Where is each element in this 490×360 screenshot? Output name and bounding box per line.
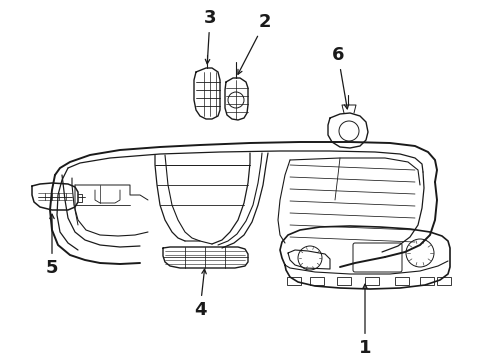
Bar (420, 277, 434, 285)
Bar (395, 277, 409, 285)
Text: 6: 6 (332, 46, 349, 109)
Bar (437, 277, 451, 285)
Text: 2: 2 (238, 13, 271, 74)
Bar (337, 277, 351, 285)
Bar (287, 277, 301, 285)
Bar (365, 277, 379, 285)
Text: 3: 3 (204, 9, 216, 64)
Text: 4: 4 (194, 269, 206, 319)
Text: 5: 5 (46, 214, 58, 277)
Text: 1: 1 (359, 284, 371, 357)
Bar (310, 277, 324, 285)
